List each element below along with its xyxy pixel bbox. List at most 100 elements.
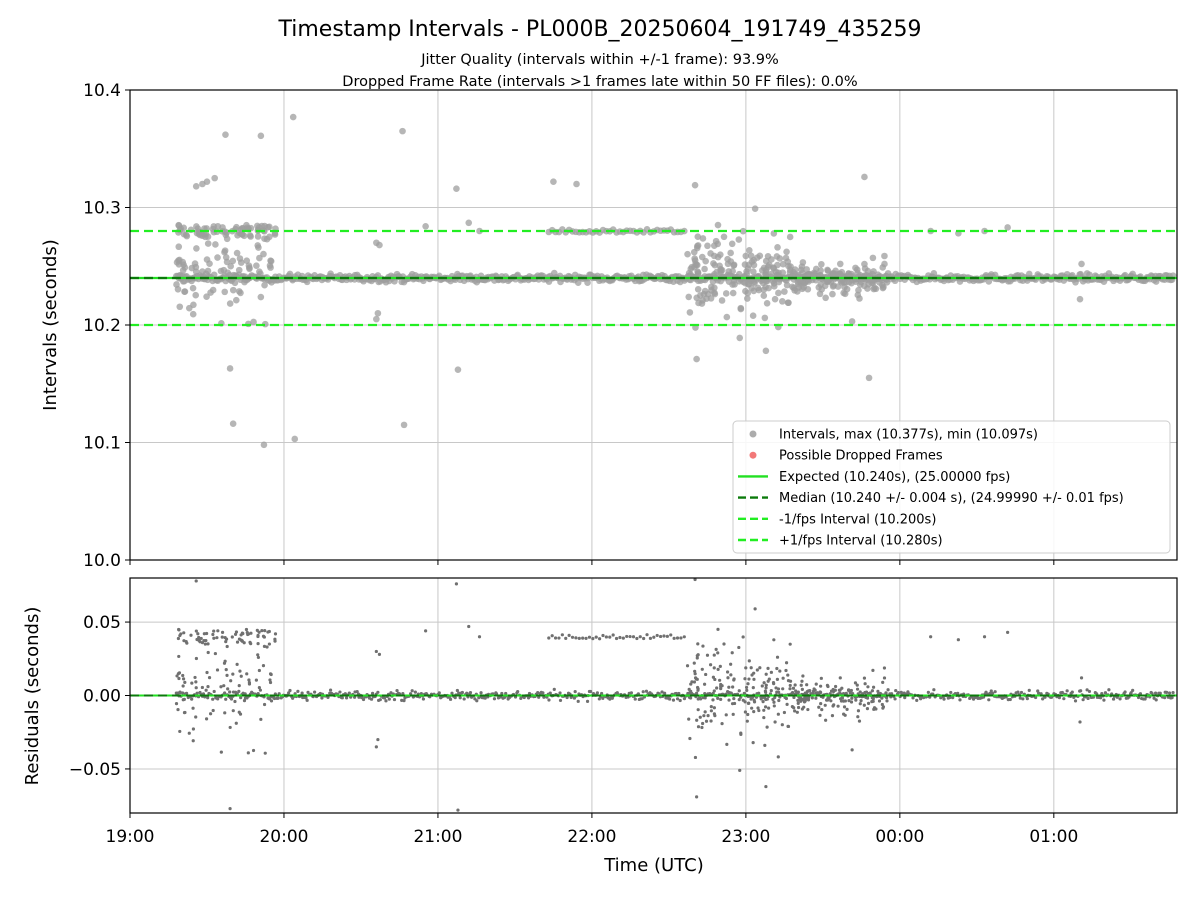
residual-point	[709, 709, 713, 713]
residual-point	[752, 677, 756, 681]
x-tick-label-5: 00:00	[875, 827, 924, 847]
residual-point	[455, 688, 459, 693]
interval-point	[209, 286, 217, 294]
interval-point	[746, 247, 753, 254]
residual-point	[572, 696, 577, 700]
residual-point	[803, 699, 807, 703]
residual-point	[594, 635, 598, 639]
residual-point	[1021, 697, 1025, 701]
residual-point	[819, 684, 823, 688]
residual-point	[216, 629, 220, 633]
interval-point	[221, 247, 229, 254]
interval-point	[694, 270, 702, 278]
legend-marker-1	[749, 451, 757, 459]
interval-point	[718, 297, 726, 304]
residual-point	[344, 696, 349, 700]
residual-point	[421, 697, 426, 701]
residual-point	[730, 651, 734, 655]
residual-point	[558, 691, 562, 695]
residual-point	[288, 688, 292, 693]
legend-marker-0	[749, 430, 757, 438]
residual-point	[261, 634, 266, 638]
residual-point	[458, 696, 462, 700]
residual-point	[882, 666, 887, 670]
residual-point	[265, 645, 269, 649]
residual-point	[701, 721, 705, 726]
interval-point	[770, 280, 778, 287]
interval-point	[400, 421, 408, 429]
residual-point	[793, 683, 797, 687]
residual-point	[205, 631, 209, 636]
interval-point	[701, 265, 708, 273]
interval-point	[829, 283, 837, 290]
residual-point	[204, 717, 209, 721]
chart-legend: Intervals, max (10.377s), min (10.097s) P…	[732, 420, 1171, 554]
interval-point	[761, 314, 769, 322]
residual-point	[749, 697, 753, 701]
residual-point	[652, 635, 656, 639]
interval-point	[760, 292, 768, 299]
residual-point	[287, 691, 291, 695]
residual-point	[800, 707, 804, 711]
residual-point	[608, 635, 612, 639]
interval-point	[861, 173, 868, 181]
interval-point	[1076, 295, 1084, 303]
residual-point	[956, 638, 960, 642]
residual-point	[238, 712, 243, 716]
residual-point	[788, 687, 792, 691]
residual-point	[601, 633, 605, 638]
residual-point	[762, 681, 766, 685]
residual-point	[864, 690, 869, 694]
residual-point	[1158, 691, 1162, 695]
residual-point	[483, 696, 487, 700]
interval-point	[210, 223, 218, 230]
residual-point	[675, 697, 680, 701]
residual-point	[1087, 689, 1092, 694]
residual-point	[247, 678, 251, 682]
residual-point	[831, 704, 835, 708]
residual-point	[857, 719, 862, 723]
residual-point	[419, 692, 423, 696]
interval-point	[199, 268, 206, 275]
interval-point	[779, 269, 787, 276]
interval-point	[838, 279, 845, 286]
residual-point	[260, 629, 264, 633]
bottom-y-tick-label-0: 0.05	[83, 613, 121, 633]
residual-point	[256, 634, 260, 639]
interval-point	[694, 242, 702, 249]
residual-point	[234, 721, 238, 725]
residual-point	[856, 709, 861, 713]
residual-point	[181, 691, 185, 695]
residual-point	[258, 688, 262, 692]
residual-point	[225, 644, 229, 649]
residual-point	[595, 691, 599, 695]
residual-point	[228, 725, 232, 730]
residual-point	[206, 650, 210, 655]
residual-point	[181, 684, 185, 688]
residual-point	[811, 689, 815, 694]
residual-point	[919, 697, 923, 701]
residual-point	[460, 690, 464, 695]
residual-point	[784, 696, 789, 701]
residual-point	[700, 725, 704, 730]
residual-point	[674, 691, 678, 696]
interval-point	[256, 254, 263, 262]
interval-point	[729, 289, 737, 297]
interval-point	[749, 312, 757, 320]
interval-point	[254, 233, 262, 240]
residual-point	[437, 691, 441, 695]
residual-point	[886, 688, 890, 692]
residual-point	[641, 690, 645, 694]
interval-point	[222, 253, 230, 261]
residual-point	[781, 687, 785, 691]
residual-point	[215, 636, 219, 640]
residual-point	[256, 655, 261, 660]
residual-point	[376, 737, 380, 742]
legend-label-0: Intervals, max (10.377s), min (10.097s)	[779, 428, 1038, 443]
residual-point	[796, 701, 800, 705]
residual-point	[1079, 689, 1083, 693]
residual-point	[849, 700, 854, 704]
residual-point	[782, 710, 787, 715]
interval-point	[686, 309, 694, 316]
residual-point	[756, 706, 760, 710]
